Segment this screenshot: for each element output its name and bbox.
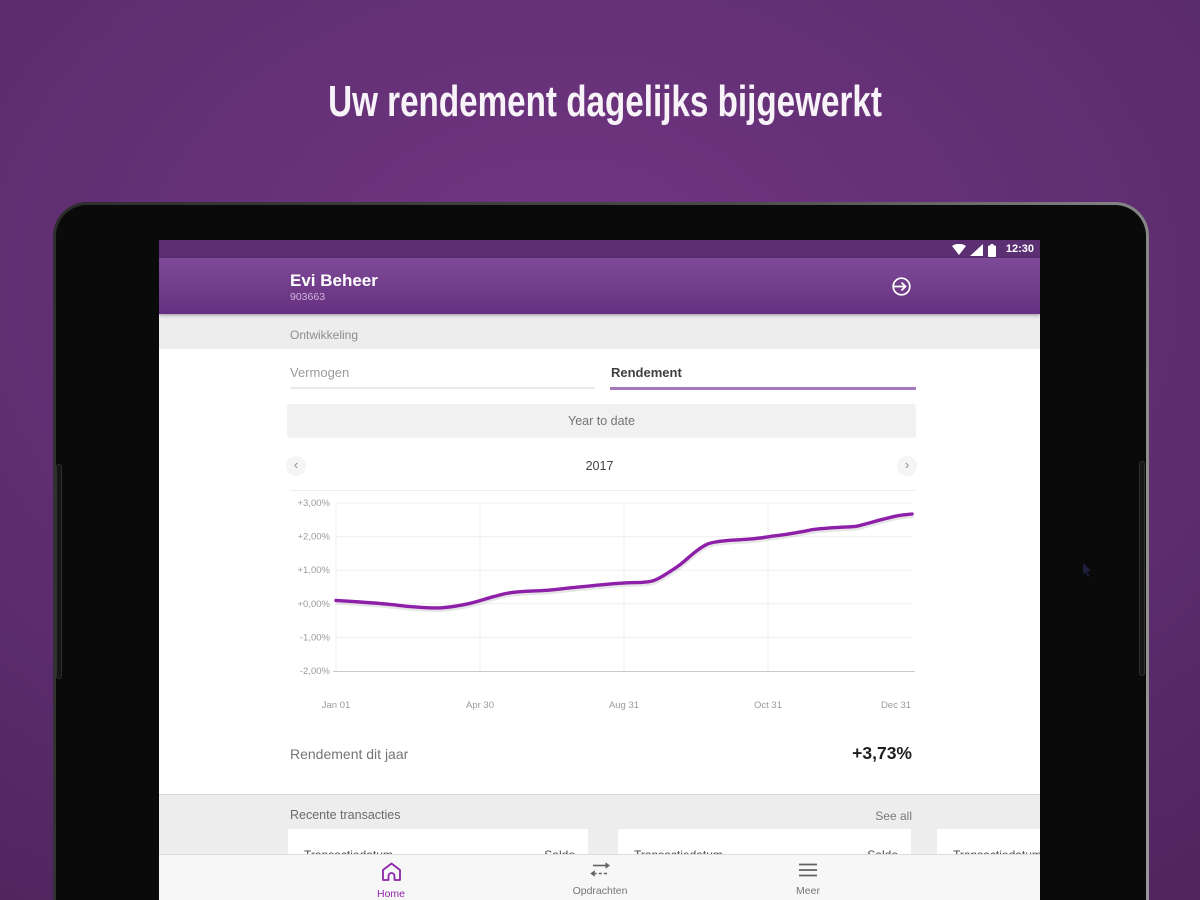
- svg-text:Dec 31: Dec 31: [881, 700, 911, 711]
- svg-text:-1,00%: -1,00%: [300, 632, 331, 643]
- svg-text:Jan 01: Jan 01: [322, 700, 351, 711]
- svg-text:Aug 31: Aug 31: [609, 700, 639, 711]
- svg-text:+3,00%: +3,00%: [298, 498, 331, 509]
- svg-text:Apr 30: Apr 30: [466, 700, 494, 711]
- svg-text:+0,00%: +0,00%: [298, 599, 331, 610]
- svg-text:+2,00%: +2,00%: [298, 532, 331, 543]
- svg-text:Oct 31: Oct 31: [754, 700, 782, 711]
- svg-text:+1,00%: +1,00%: [298, 565, 331, 576]
- svg-text:-2,00%: -2,00%: [300, 666, 331, 677]
